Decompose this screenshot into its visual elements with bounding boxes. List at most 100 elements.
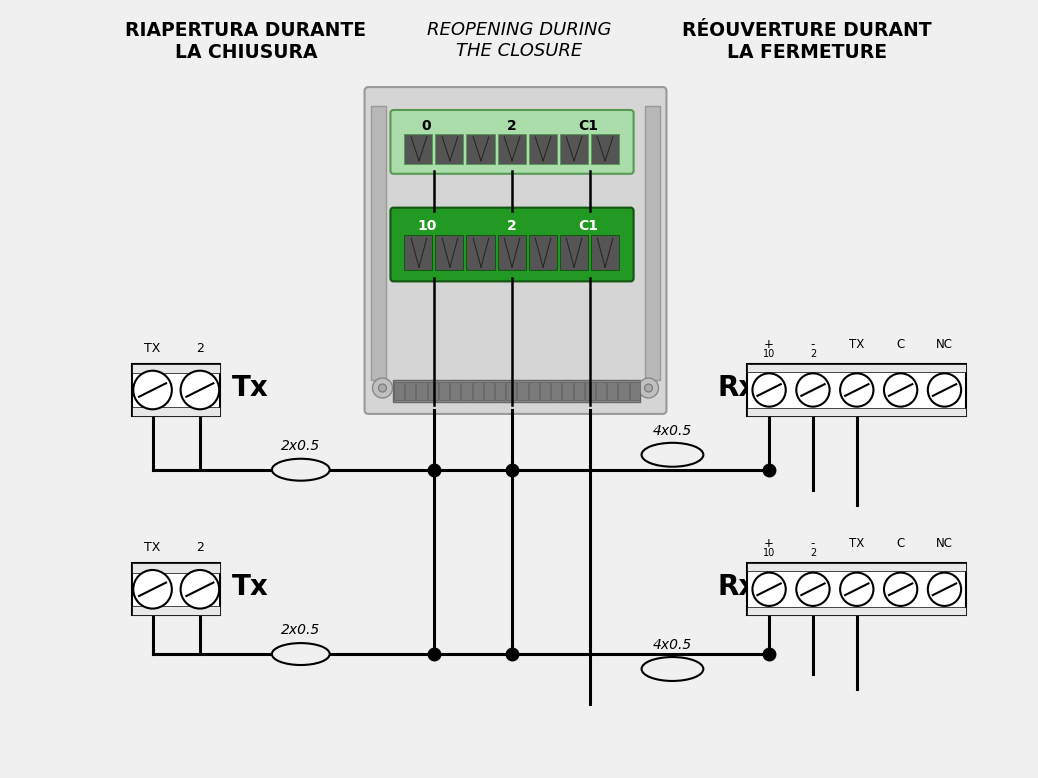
- Bar: [645, 106, 660, 380]
- Bar: [394, 382, 404, 400]
- Bar: [747, 608, 966, 615]
- Bar: [747, 563, 966, 571]
- Bar: [461, 382, 471, 400]
- Text: 10: 10: [763, 349, 775, 359]
- Text: 10: 10: [763, 548, 775, 559]
- Bar: [428, 382, 438, 400]
- Text: TX: TX: [849, 338, 865, 351]
- Ellipse shape: [641, 443, 704, 467]
- Bar: [133, 364, 220, 416]
- Bar: [405, 235, 433, 270]
- Bar: [619, 382, 629, 400]
- Circle shape: [753, 373, 786, 407]
- Bar: [540, 382, 550, 400]
- Circle shape: [928, 573, 961, 606]
- Bar: [133, 364, 220, 373]
- Bar: [436, 134, 464, 164]
- Text: 2x0.5: 2x0.5: [281, 623, 321, 637]
- Text: 10: 10: [417, 219, 436, 233]
- Bar: [507, 382, 517, 400]
- Text: Tx: Tx: [233, 374, 269, 402]
- Bar: [466, 235, 494, 270]
- Bar: [596, 382, 606, 400]
- Bar: [371, 106, 386, 380]
- Text: C: C: [897, 338, 905, 351]
- Circle shape: [840, 573, 873, 606]
- Circle shape: [884, 373, 918, 407]
- Bar: [436, 235, 464, 270]
- Bar: [497, 235, 525, 270]
- Circle shape: [796, 573, 829, 606]
- Bar: [747, 364, 966, 416]
- Circle shape: [928, 373, 961, 407]
- Text: TX: TX: [144, 541, 161, 555]
- Circle shape: [133, 570, 172, 608]
- Bar: [528, 235, 556, 270]
- Bar: [591, 235, 619, 270]
- Text: 2: 2: [196, 342, 203, 355]
- Bar: [591, 134, 619, 164]
- Bar: [563, 382, 573, 400]
- Text: 0: 0: [421, 119, 432, 133]
- Text: 4x0.5: 4x0.5: [653, 638, 692, 652]
- Bar: [495, 382, 506, 400]
- Ellipse shape: [272, 643, 330, 665]
- Circle shape: [373, 378, 392, 398]
- Circle shape: [379, 384, 386, 392]
- Text: TX: TX: [144, 342, 161, 355]
- Bar: [497, 134, 525, 164]
- Bar: [551, 382, 562, 400]
- Text: Rx: Rx: [717, 573, 757, 601]
- Bar: [559, 134, 588, 164]
- Text: 2: 2: [810, 548, 816, 559]
- Bar: [133, 606, 220, 615]
- Circle shape: [840, 373, 873, 407]
- Text: +: +: [764, 338, 774, 351]
- Bar: [393, 380, 640, 402]
- Text: Rx: Rx: [717, 374, 757, 402]
- Text: 4x0.5: 4x0.5: [653, 424, 692, 438]
- Bar: [607, 382, 618, 400]
- Bar: [439, 382, 449, 400]
- Bar: [405, 134, 433, 164]
- Text: RÉOUVERTURE DURANT
LA FERMETURE: RÉOUVERTURE DURANT LA FERMETURE: [682, 21, 932, 62]
- Text: +: +: [764, 538, 774, 550]
- Text: 2: 2: [508, 219, 517, 233]
- Bar: [416, 382, 427, 400]
- Bar: [133, 563, 220, 573]
- Text: REOPENING DURING
THE CLOSURE: REOPENING DURING THE CLOSURE: [427, 21, 611, 60]
- FancyBboxPatch shape: [390, 208, 633, 282]
- FancyBboxPatch shape: [390, 110, 633, 173]
- Bar: [747, 563, 966, 615]
- Text: NC: NC: [936, 338, 953, 351]
- Text: -: -: [811, 538, 815, 550]
- Bar: [574, 382, 583, 400]
- Bar: [630, 382, 639, 400]
- Text: 2x0.5: 2x0.5: [281, 439, 321, 453]
- Text: C: C: [897, 538, 905, 550]
- Circle shape: [638, 378, 658, 398]
- Text: Tx: Tx: [233, 573, 269, 601]
- Circle shape: [181, 570, 219, 608]
- Text: C1: C1: [578, 119, 598, 133]
- Text: -: -: [811, 338, 815, 351]
- Ellipse shape: [641, 657, 704, 681]
- Text: 2: 2: [196, 541, 203, 555]
- Text: C1: C1: [578, 219, 598, 233]
- Bar: [747, 408, 966, 416]
- Bar: [133, 407, 220, 416]
- Bar: [528, 382, 539, 400]
- Bar: [528, 134, 556, 164]
- FancyBboxPatch shape: [364, 87, 666, 414]
- Circle shape: [796, 373, 829, 407]
- Bar: [584, 382, 595, 400]
- Text: NC: NC: [936, 538, 953, 550]
- Bar: [747, 364, 966, 372]
- Circle shape: [884, 573, 918, 606]
- Text: 2: 2: [810, 349, 816, 359]
- Circle shape: [753, 573, 786, 606]
- Bar: [466, 134, 494, 164]
- Circle shape: [181, 370, 219, 409]
- Ellipse shape: [272, 459, 330, 481]
- Bar: [405, 382, 415, 400]
